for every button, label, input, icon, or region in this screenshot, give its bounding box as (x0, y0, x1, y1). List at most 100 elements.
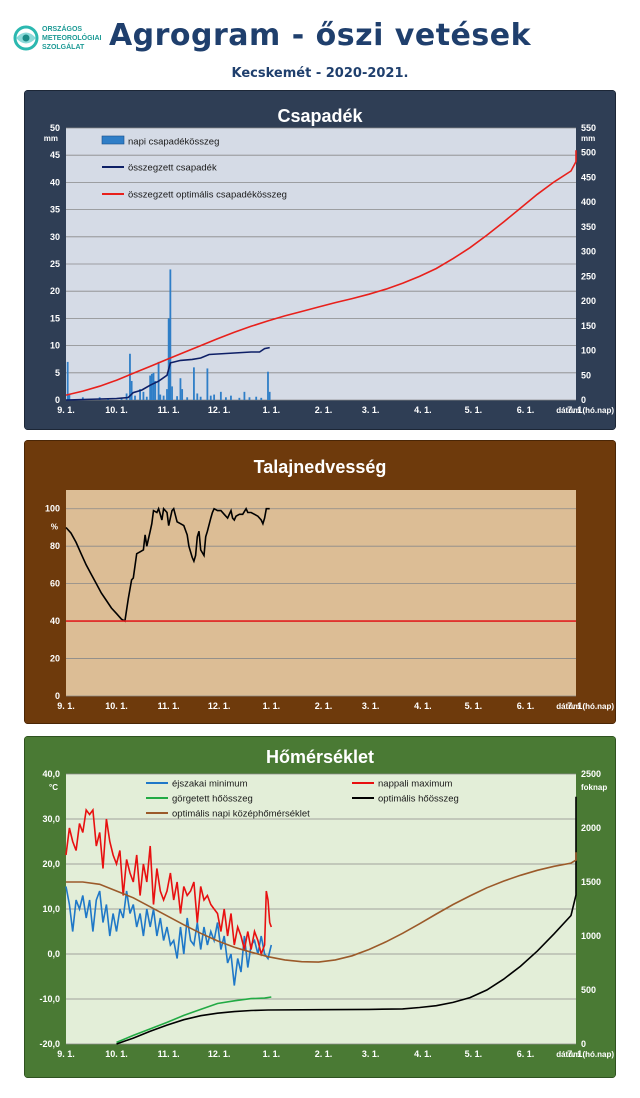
precip-bar (181, 389, 184, 400)
logo-text-line-1: ORSZÁGOS (42, 24, 82, 33)
precip-bar (145, 396, 148, 400)
x-tick-label: 10. 1. (105, 1049, 128, 1059)
x-tick-label: 12. 1. (208, 701, 231, 711)
precip-bar (179, 378, 182, 400)
x-tick-label: 6. 1. (517, 1049, 535, 1059)
precip-bar (260, 397, 263, 400)
y-right-tick-label: 150 (581, 321, 596, 331)
precip-bar (213, 394, 216, 400)
y-unit-right: mm (581, 134, 595, 143)
x-tick-label: 4. 1. (414, 405, 432, 415)
x-tick-label: 6. 1. (517, 701, 535, 711)
y-tick-label: 20,0 (42, 859, 60, 869)
precip-bar (199, 396, 202, 400)
page-title: Agrogram - őszi vetések (108, 18, 532, 53)
x-tick-label: 7. 1. (567, 1049, 585, 1059)
x-tick-label: 2. 1. (315, 1049, 333, 1059)
page-subtitle: Kecskemét - 2020-2021. (231, 66, 409, 81)
precip-bar (243, 391, 246, 400)
precip-bar (152, 372, 155, 400)
precip-bar (139, 389, 141, 400)
y-right-tick-label: 1500 (581, 877, 601, 887)
y-tick-label: 100 (45, 504, 60, 514)
y-right-tick-label: 250 (581, 271, 596, 281)
legend-label: éjszakai minimum (172, 779, 248, 790)
x-tick-label: 10. 1. (105, 701, 128, 711)
precip-bar (196, 393, 199, 400)
precip-bar (255, 396, 258, 400)
precip-bar (230, 395, 232, 400)
x-tick-label: 7. 1. (567, 701, 585, 711)
y-right-tick-label: 350 (581, 222, 596, 232)
precip-bar (149, 375, 152, 400)
legend-swatch (101, 135, 125, 145)
y-unit-left: mm (44, 134, 58, 143)
precip-bar (206, 368, 209, 400)
y-right-tick-label: 2000 (581, 823, 601, 833)
x-tick-label: 1. 1. (263, 405, 281, 415)
y-tick-label: 80 (50, 541, 60, 551)
precip-bar (238, 397, 241, 400)
legend-label: összegzett optimális csapadékösszeg (128, 190, 287, 201)
x-tick-label: 2. 1. (315, 405, 333, 415)
y-tick-label: 20 (50, 654, 60, 664)
precip-bar (134, 395, 136, 400)
y-right-tick-label: 300 (581, 247, 596, 257)
temperature-chart-title: Hőmérséklet (266, 747, 374, 767)
precip-bar (186, 397, 189, 400)
y-tick-label: -20,0 (39, 1039, 60, 1049)
x-tick-label: 5. 1. (465, 405, 483, 415)
soil-moisture-chart-panel: Talajnedvesség 0 20 40 60 80 100% 9. 1. 10. 1. 1… (24, 440, 616, 724)
soil-plot-area (66, 490, 576, 696)
temperature-chart-panel: Hőmérséklet -20,0 -10,0 0,0 10,0 20,0 30,0 40,… (24, 736, 616, 1078)
x-tick-label: 11. 1. (158, 701, 180, 711)
x-tick-label: 12. 1. (208, 405, 231, 415)
y-right-tick-label: 50 (581, 370, 591, 380)
y-tick-label: 50 (50, 123, 60, 133)
legend-label: napi csapadékösszeg (128, 137, 219, 148)
precipitation-chart-panel: Csapadék 05101520253035404550mm050100150… (24, 90, 616, 430)
precip-bar (81, 397, 84, 400)
logo-text-line-2: METEOROLÓGIAI (42, 33, 102, 42)
y-tick-label: 40 (50, 616, 60, 626)
precip-bar (176, 396, 178, 400)
x-tick-label: 4. 1. (414, 701, 432, 711)
y-tick-label: 40 (50, 177, 60, 187)
x-tick-label: 9. 1. (57, 1049, 75, 1059)
y-right-tick-label: 100 (581, 346, 596, 356)
x-tick-label: 5. 1. (465, 1049, 483, 1059)
y-tick-label: 45 (50, 150, 60, 160)
y-right-tick-label: 400 (581, 197, 596, 207)
x-tick-label: 11. 1. (158, 1049, 180, 1059)
x-axis-label: dátum (hó.nap) (556, 1050, 614, 1059)
x-tick-label: 3. 1. (362, 1049, 380, 1059)
series-line-összegzett-csapadék (65, 346, 270, 401)
y-tick-label: 0 (55, 691, 60, 701)
precip-bar (267, 371, 269, 400)
legend-label: nappali maximum (378, 779, 453, 790)
y-tick-label: 20 (50, 286, 60, 296)
logo-text-line-3: SZOLGÁLAT (42, 42, 85, 51)
x-tick-label: 4. 1. (414, 1049, 432, 1059)
soil-chart-title: Talajnedvesség (254, 457, 387, 477)
y-tick-label: 30,0 (42, 814, 60, 824)
x-tick-label: 9. 1. (57, 701, 75, 711)
y-right-tick-label: 0 (581, 1039, 586, 1049)
series-line-görgetett-hőösszeg (116, 996, 272, 1044)
precip-bar (130, 380, 133, 400)
y-tick-label: 15 (50, 313, 60, 323)
y-right-tick-label: 2500 (581, 769, 601, 779)
y-tick-label: -10,0 (39, 994, 60, 1004)
y-right-tick-label: 200 (581, 296, 596, 306)
y-tick-label: 10 (50, 341, 60, 351)
precip-bar (159, 394, 162, 400)
precip-bar (248, 397, 251, 400)
x-tick-label: 3. 1. (362, 701, 380, 711)
x-tick-label: 7. 1. (567, 405, 585, 415)
legend-label: optimális hőösszeg (378, 794, 459, 805)
legend-label: görgetett hőösszeg (172, 794, 253, 805)
precip-bar (154, 380, 157, 400)
y-tick-label: 35 (50, 205, 60, 215)
y-right-tick-label: 0 (581, 395, 586, 405)
legend-label: optimális napi középhőmérséklet (172, 809, 310, 820)
